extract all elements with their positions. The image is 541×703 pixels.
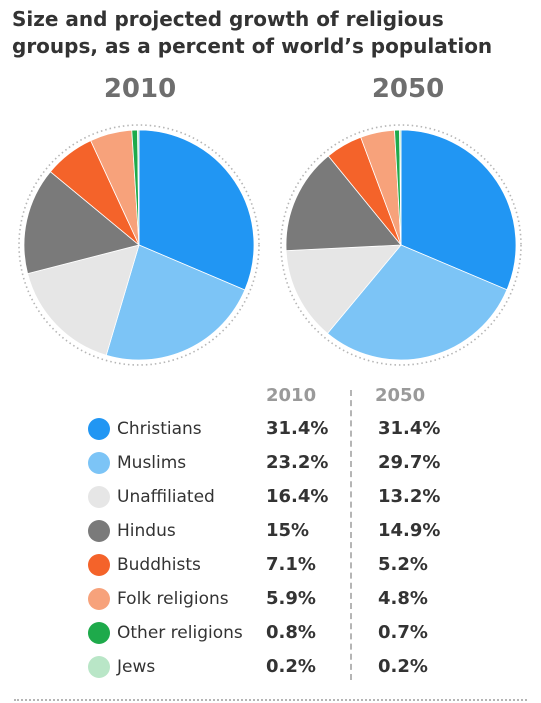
pie-2010-heading: 2010 [103, 74, 177, 104]
legend-swatch-folk-religions [88, 588, 110, 610]
value-2010-folk-religions: 5.9% [266, 588, 316, 609]
column-heading-2050: 2050 [375, 385, 426, 406]
pie-2010-outline [18, 124, 260, 366]
legend-swatch-other-religions [88, 622, 110, 644]
pie-2050-slice-unaffiliated [285, 244, 402, 334]
legend-label-unaffiliated: Unaffiliated [117, 487, 215, 507]
pie-2050-slice-jews [399, 129, 402, 246]
value-2050-jews: 0.2% [378, 656, 428, 677]
legend-row-unaffiliated: Unaffiliated 16.4% 13.2% [0, 480, 541, 514]
legend-swatch-christians [88, 418, 110, 440]
pie-2050-slice-hindus [285, 155, 402, 252]
pie-2010-slice-hindus [23, 171, 140, 275]
legend-row-muslims: Muslims 23.2% 29.7% [0, 446, 541, 480]
pie-charts [18, 124, 522, 366]
value-2050-folk-religions: 4.8% [378, 588, 428, 609]
pie-2010-slice-unaffiliated [27, 244, 140, 356]
column-heading-2010: 2010 [266, 385, 317, 406]
bottom-divider [14, 699, 527, 701]
legend-label-folk-religions: Folk religions [117, 589, 229, 609]
legend-label-other-religions: Other religions [117, 623, 243, 643]
legend-row-other-religions: Other religions 0.8% 0.7% [0, 616, 541, 650]
chart-title-line-2: groups, as a percent of world’s populati… [12, 34, 493, 58]
legend-row-jews: Jews 0.2% 0.2% [0, 650, 541, 684]
legend-label-muslims: Muslims [117, 453, 187, 473]
legend-row-folk-religions: Folk religions 5.9% 4.8% [0, 582, 541, 616]
legend-swatch-hindus [88, 520, 110, 542]
legend-swatch-buddhists [88, 554, 110, 576]
legend-swatch-jews [88, 656, 110, 678]
legend-label-christians: Christians [117, 419, 202, 439]
legend-swatch-unaffiliated [88, 486, 110, 508]
value-2010-christians: 31.4% [266, 418, 329, 439]
pie-2050-slice-christians [400, 129, 517, 291]
pie-2050-outline [280, 124, 522, 366]
legend-row-christians: Christians 31.4% 31.4% [0, 412, 541, 446]
value-2050-buddhists: 5.2% [378, 554, 428, 575]
value-2050-unaffiliated: 13.2% [378, 486, 441, 507]
chart-title-line-1: Size and projected growth of religious [12, 7, 444, 31]
value-2050-other-religions: 0.7% [378, 622, 428, 643]
legend-row-hindus: Hindus 15% 14.9% [0, 514, 541, 548]
chart-title: Size and projected growth of religious g… [12, 6, 532, 60]
pie-2010-slice-muslims [105, 244, 246, 361]
legend-label-buddhists: Buddhists [117, 555, 201, 575]
value-2010-hindus: 15% [266, 520, 310, 541]
legend-label-jews: Jews [117, 657, 156, 677]
value-2050-hindus: 14.9% [378, 520, 441, 541]
value-2010-muslims: 23.2% [266, 452, 329, 473]
value-2010-unaffiliated: 16.4% [266, 486, 329, 507]
column-divider [350, 390, 352, 680]
value-2010-other-religions: 0.8% [266, 622, 316, 643]
value-2050-christians: 31.4% [378, 418, 441, 439]
pie-2010-slice-jews [137, 129, 140, 246]
pie-2010-slice-christians [138, 129, 255, 291]
legend-label-hindus: Hindus [117, 521, 176, 541]
value-2010-buddhists: 7.1% [266, 554, 316, 575]
legend-row-buddhists: Buddhists 7.1% 5.2% [0, 548, 541, 582]
legend-swatch-muslims [88, 452, 110, 474]
value-2050-muslims: 29.7% [378, 452, 441, 473]
pie-2050-slice-muslims [326, 244, 508, 361]
pie-2050-heading: 2050 [371, 74, 445, 104]
value-2010-jews: 0.2% [266, 656, 316, 677]
